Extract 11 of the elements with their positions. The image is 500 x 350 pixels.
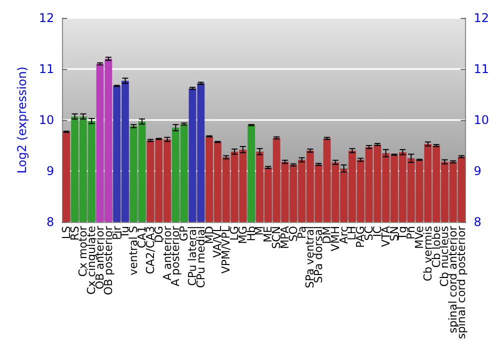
y-tick-label: 12 — [38, 11, 54, 25]
y2-tick-label: 8 — [474, 215, 482, 230]
y2-tick-label: 10 — [474, 113, 490, 128]
y2-tick-label: 9 — [474, 164, 482, 178]
y-tick-label: 10 — [38, 113, 54, 128]
y2-tick-label: 12 — [474, 11, 490, 25]
y2-tick-label: 11 — [474, 62, 490, 76]
y-axis-title: Log2 (expression) — [15, 66, 29, 174]
y-tick-label: 9 — [46, 164, 54, 178]
y-tick-label: 11 — [38, 62, 54, 76]
y-tick-label: 8 — [46, 215, 54, 230]
